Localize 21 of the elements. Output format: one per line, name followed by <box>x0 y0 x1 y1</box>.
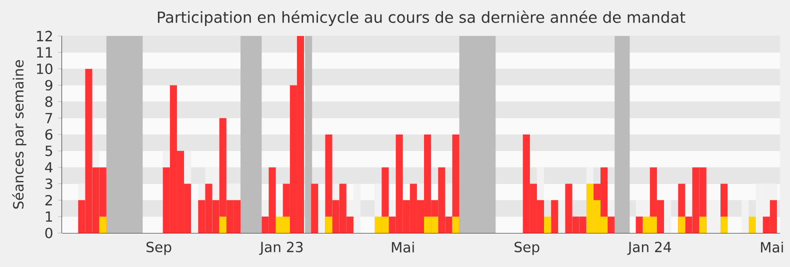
y-tick-label: 7 <box>46 112 52 124</box>
y-tick-label: 12 <box>37 30 52 42</box>
y-tick-label: 9 <box>45 80 52 91</box>
x-tick-label: Sep <box>146 242 172 255</box>
y-tick-label: 2 <box>45 194 52 206</box>
y-tick-label: 0 <box>45 228 52 238</box>
chart-title: Participation en hémicycle au cours de sa dernière année de mandat <box>158 10 686 26</box>
x-tick-label: Jan 23 <box>259 242 303 255</box>
y-tick-label: 11 <box>37 47 52 58</box>
y-tick-label: 3 <box>45 178 52 190</box>
y-tick-label: 5 <box>45 146 52 156</box>
x-tick-label: Mai <box>392 242 414 253</box>
y-tick-label: 6 <box>45 129 52 140</box>
x-tick-label: Sep <box>514 242 540 255</box>
y-tick-label: 1 <box>46 211 52 222</box>
x-tick-label: Jan 24 <box>627 242 672 255</box>
y-tick-label: 4 <box>45 162 53 172</box>
y-axis-title: Séances par semaine <box>12 60 26 209</box>
y-tick-label: 8 <box>45 96 52 107</box>
x-tick-label: Mai <box>761 242 783 253</box>
y-tick-label: 10 <box>37 64 52 74</box>
